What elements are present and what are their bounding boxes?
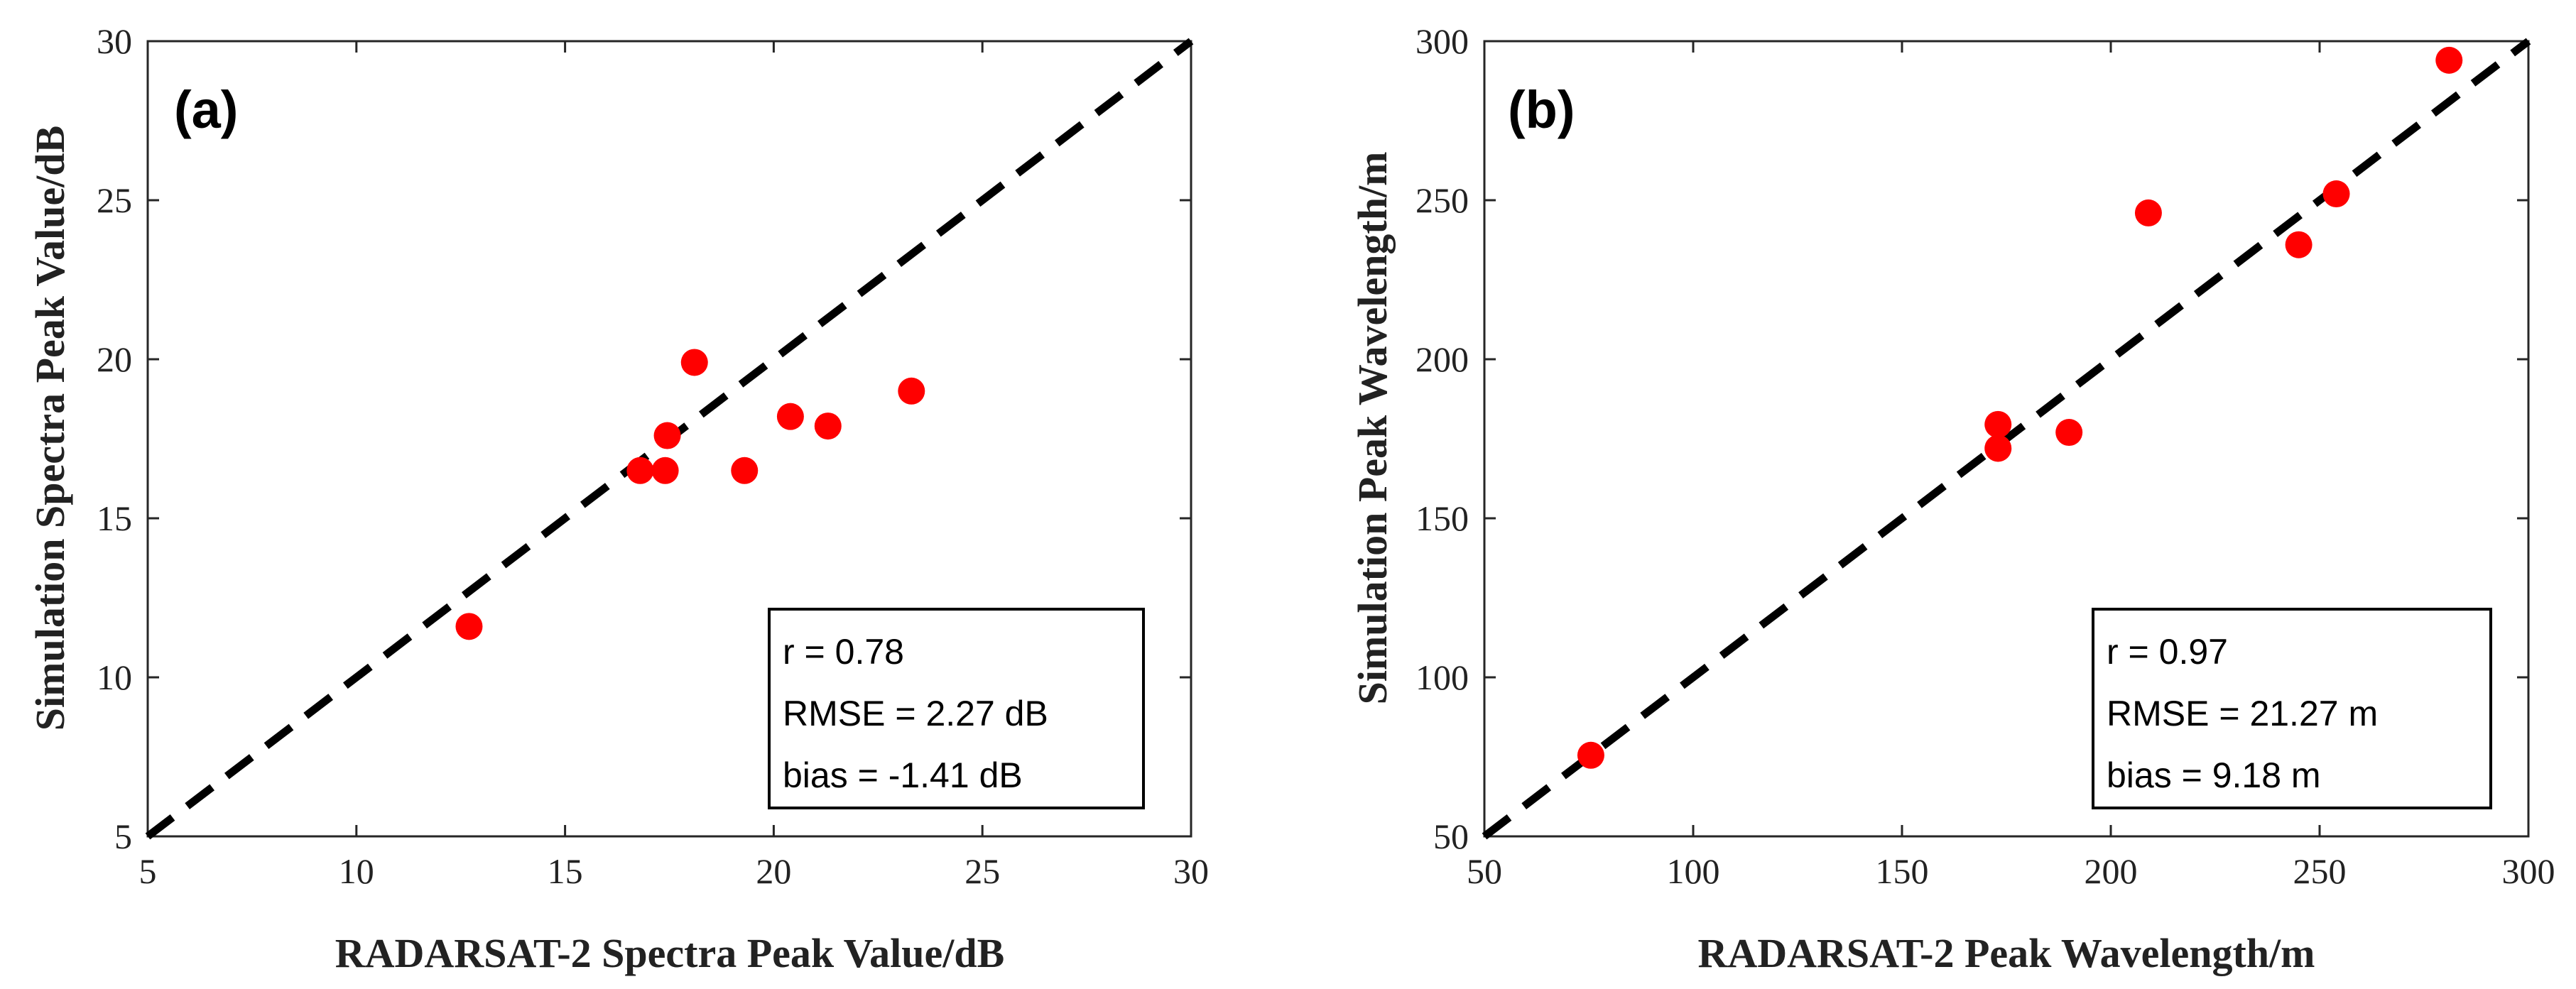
panel-a-data-point <box>455 613 483 640</box>
panel-b-stats-bias: bias = 9.18 m <box>2107 755 2321 795</box>
panel-a-y-tick-label: 15 <box>97 498 132 538</box>
panel-a-data-point <box>626 457 654 484</box>
panel-b-data-point <box>1984 435 2012 462</box>
panel-a-data-point <box>651 457 679 484</box>
panel-b-data-point <box>1577 741 1604 769</box>
panel-b-y-tick-label: 50 <box>1433 816 1469 856</box>
panel-a-y-tick-label: 10 <box>97 657 132 697</box>
panel-b-y-tick-label: 150 <box>1415 498 1469 538</box>
panel-a-data-point <box>898 377 925 405</box>
panel-a-data-point <box>653 422 681 449</box>
panel-b-y-tick-label: 300 <box>1415 21 1469 61</box>
panel-b-y-tick-label: 100 <box>1415 657 1469 697</box>
panel-a-stats-rmse: RMSE = 2.27 dB <box>783 694 1048 733</box>
panel-b-label: (b) <box>1508 80 1575 139</box>
panel-a-axes-frame <box>146 40 1192 838</box>
panel-b-y-tick-label: 250 <box>1415 180 1469 220</box>
panel-b-data-point <box>2285 231 2313 258</box>
panel-a-stats-frame <box>768 608 1145 809</box>
panel-a-x-tick-label: 20 <box>756 851 791 891</box>
panel-b-data-point <box>2435 46 2463 74</box>
panel-a-x-tick-label: 30 <box>1173 851 1209 891</box>
panel-b-x-tick-label: 50 <box>1467 851 1502 891</box>
panel-a-data-point <box>776 403 804 430</box>
panel-b-x-tick-label: 200 <box>2085 851 2138 891</box>
panel-a-x-tick-label: 5 <box>139 851 157 891</box>
panel-b-plot-area: 50 100 150 200 250 300 50 100 150 200 250 300 <box>1415 21 2555 891</box>
panel-a-x-tick-label: 25 <box>964 851 1000 891</box>
panel-a-data-point <box>731 457 759 484</box>
panel-b-x-tick-label: 250 <box>2293 851 2347 891</box>
panel-b-stats-box: r = 0.97 RMSE = 21.27 m bias = 9.18 m <box>2092 608 2492 809</box>
panel-a-y-tick-label: 30 <box>97 21 132 61</box>
panel-b-data-point <box>1984 410 2012 438</box>
panel-b-data-point <box>2055 419 2083 447</box>
panel-b-y-axis-title: Simulation Peak Wavelength/m <box>1349 152 1396 705</box>
panel-b-data-point <box>2134 199 2162 226</box>
panel-a-x-axis-title: RADARSAT-2 Spectra Peak Value/dB <box>335 930 1005 976</box>
panel-a-y-axis-title: Simulation Spectra Peak Value/dB <box>27 126 73 731</box>
panel-a: 5 10 15 20 25 30 5 10 15 20 25 30 (a) r = 0.78 RMSE… <box>27 21 1209 976</box>
panel-b-stats-rmse: RMSE = 21.27 m <box>2107 694 2378 733</box>
panel-b-x-tick-label: 150 <box>1876 851 1929 891</box>
panel-a-stats-bias: bias = -1.41 dB <box>783 755 1023 795</box>
panel-b-x-axis-title: RADARSAT-2 Peak Wavelength/m <box>1698 930 2315 976</box>
panel-b-x-tick-label: 300 <box>2502 851 2555 891</box>
panel-a-stats-box: r = 0.78 RMSE = 2.27 dB bias = -1.41 dB <box>768 608 1145 809</box>
panel-a-plot-area: 5 10 15 20 25 30 5 10 15 20 25 30 <box>97 21 1209 891</box>
panel-b-stats-r: r = 0.97 <box>2107 632 2228 672</box>
panel-b-axes-frame <box>1483 40 2530 838</box>
panel-a-data-point <box>680 349 708 376</box>
panel-b: 50 100 150 200 250 300 50 100 150 200 250 300 (b) r… <box>1349 21 2555 976</box>
panel-a-y-tick-label: 20 <box>97 339 132 379</box>
panel-a-y-tick-label: 25 <box>97 180 132 220</box>
panel-a-label: (a) <box>174 80 238 139</box>
panel-a-stats-r: r = 0.78 <box>783 632 904 672</box>
panel-b-y-tick-label: 200 <box>1415 339 1469 379</box>
panel-a-x-tick-label: 10 <box>339 851 374 891</box>
panel-a-x-tick-label: 15 <box>548 851 583 891</box>
panel-b-stats-frame <box>2092 608 2492 809</box>
panel-a-data-point <box>814 412 842 440</box>
panel-b-x-tick-label: 100 <box>1667 851 1720 891</box>
panel-b-data-point <box>2322 180 2350 208</box>
panel-a-y-tick-label: 5 <box>114 816 132 856</box>
